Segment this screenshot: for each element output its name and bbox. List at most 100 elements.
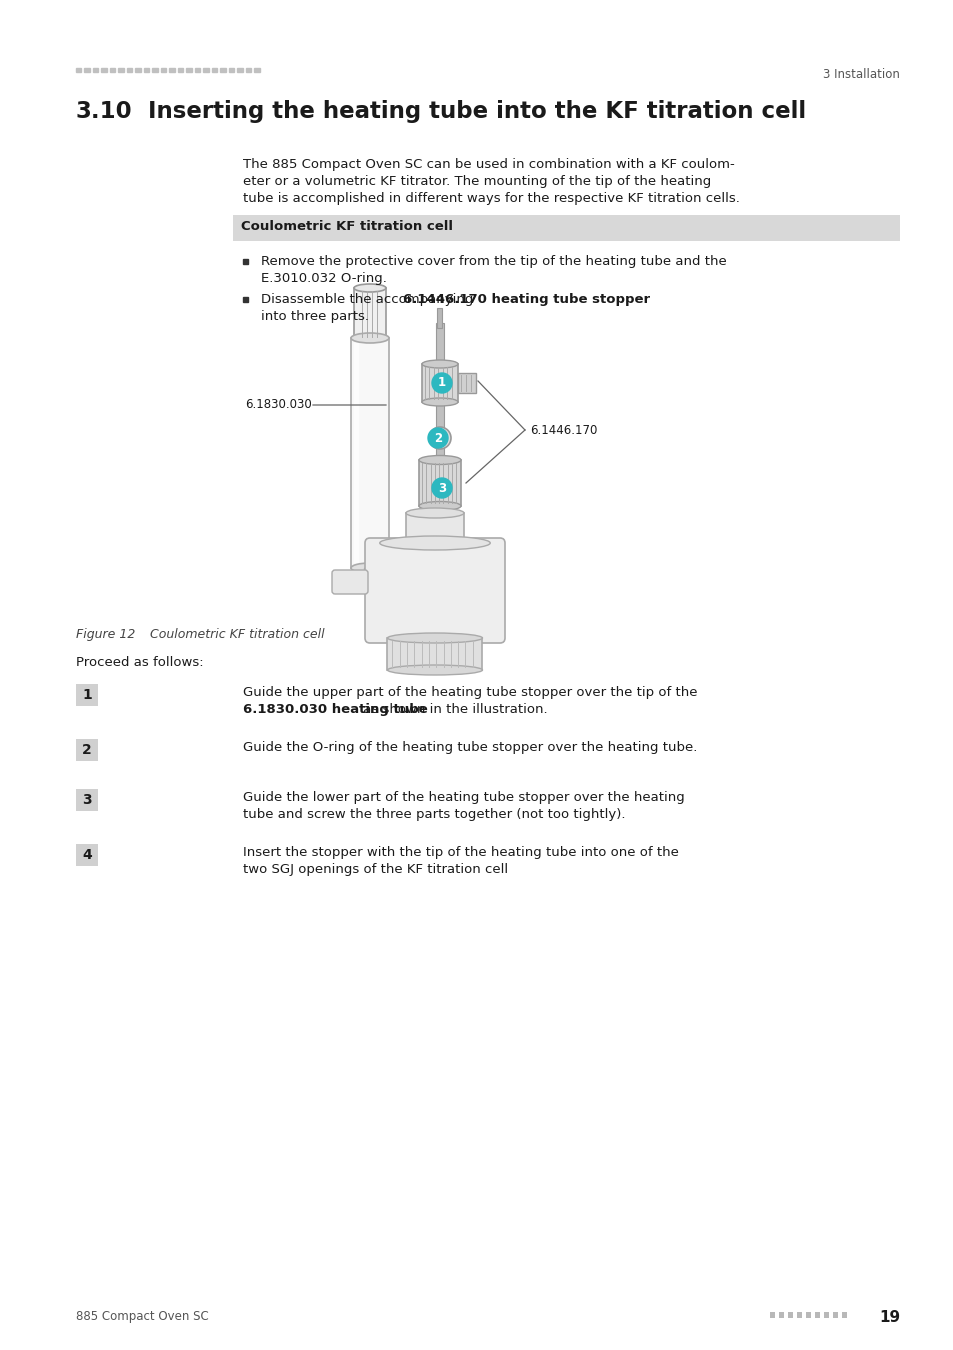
Bar [814,1312,820,1318]
Circle shape [428,428,448,448]
Text: Coulometric KF titration cell: Coulometric KF titration cell [130,628,324,641]
Bar [85,68,90,72]
Bar [237,68,243,72]
Bar [457,373,476,393]
Ellipse shape [387,666,482,675]
Bar [203,68,209,72]
Ellipse shape [406,508,463,518]
Text: 1: 1 [437,377,446,390]
Text: Guide the lower part of the heating tube stopper over the heating: Guide the lower part of the heating tube… [243,791,684,805]
Bar [805,1312,811,1318]
Bar [243,259,248,265]
Text: 2: 2 [434,432,441,444]
Bar [387,639,482,670]
Bar [212,68,217,72]
Text: E.3010.032 O-ring.: E.3010.032 O-ring. [261,271,387,285]
Text: 3: 3 [437,482,446,494]
Text: 19: 19 [878,1310,899,1324]
Text: 1: 1 [82,688,91,702]
Bar [229,68,234,72]
Bar [437,308,442,328]
FancyBboxPatch shape [332,570,368,594]
Text: 6.1446.170 heating tube stopper: 6.1446.170 heating tube stopper [402,293,649,306]
Bar [220,68,226,72]
Ellipse shape [421,398,457,406]
Bar [366,338,374,340]
Bar [406,513,463,543]
Bar [161,68,167,72]
Circle shape [432,373,452,393]
Bar [135,68,141,72]
Bar [351,338,389,568]
Ellipse shape [387,633,482,643]
Bar [769,1312,775,1318]
Text: Coulometric KF titration cell: Coulometric KF titration cell [241,220,453,234]
Bar [796,1312,801,1318]
Bar [178,68,183,72]
Text: 6.1446.170: 6.1446.170 [530,424,597,436]
Ellipse shape [351,563,389,572]
Bar [186,68,192,72]
Ellipse shape [379,536,490,549]
Bar [254,68,260,72]
Text: eter or a volumetric KF titrator. The mounting of the tip of the heating: eter or a volumetric KF titrator. The mo… [243,176,711,188]
Bar [76,684,98,706]
Text: Guide the O-ring of the heating tube stopper over the heating tube.: Guide the O-ring of the heating tube sto… [243,741,697,755]
Bar [787,1312,793,1318]
FancyBboxPatch shape [365,539,504,643]
Text: 2: 2 [82,743,91,757]
Bar [101,68,107,72]
Bar [76,844,98,865]
Circle shape [432,478,452,498]
Text: 4: 4 [82,848,91,863]
Bar [823,1312,828,1318]
Text: as shown in the illustration.: as shown in the illustration. [358,703,547,716]
Bar [841,1312,846,1318]
Ellipse shape [421,360,457,369]
Ellipse shape [351,333,389,343]
Ellipse shape [354,284,386,292]
Bar [127,68,132,72]
Text: The 885 Compact Oven SC can be used in combination with a KF coulom-: The 885 Compact Oven SC can be used in c… [243,158,734,171]
Text: into three parts.: into three parts. [261,310,369,323]
Text: 6.1830.030 heating tube: 6.1830.030 heating tube [243,703,427,716]
Text: Inserting the heating tube into the KF titration cell: Inserting the heating tube into the KF t… [148,100,805,123]
Bar [194,68,200,72]
Bar [152,68,158,72]
Text: Disassemble the accompanying: Disassemble the accompanying [261,293,477,306]
Text: Proceed as follows:: Proceed as follows: [76,656,203,670]
Bar [354,288,386,340]
Bar [170,68,174,72]
Ellipse shape [429,427,451,450]
Text: Remove the protective cover from the tip of the heating tube and the: Remove the protective cover from the tip… [261,255,726,269]
Text: 3 Installation: 3 Installation [822,68,899,81]
Text: Figure 12: Figure 12 [76,628,135,641]
Bar [779,1312,783,1318]
Bar [110,68,115,72]
Text: tube is accomplished in different ways for the respective KF titration cells.: tube is accomplished in different ways f… [243,192,740,205]
Ellipse shape [418,455,460,464]
Text: 3.10: 3.10 [76,100,132,123]
Bar [118,68,124,72]
Text: Insert the stopper with the tip of the heating tube into one of the: Insert the stopper with the tip of the h… [243,846,679,859]
Bar [421,364,457,402]
Bar [832,1312,838,1318]
Bar [144,68,150,72]
Bar [436,323,443,613]
Text: 3: 3 [82,792,91,807]
Bar [76,788,98,811]
Text: 885 Compact Oven SC: 885 Compact Oven SC [76,1310,209,1323]
Bar [233,215,899,242]
Bar [364,568,375,593]
Text: 6.1830.030: 6.1830.030 [245,398,312,412]
Bar [243,297,248,302]
Bar [418,460,460,506]
Bar [76,68,81,72]
Bar [92,68,98,72]
Text: Guide the upper part of the heating tube stopper over the tip of the: Guide the upper part of the heating tube… [243,686,697,699]
Bar [76,738,98,761]
Text: two SGJ openings of the KF titration cell: two SGJ openings of the KF titration cel… [243,863,508,876]
Ellipse shape [418,501,460,510]
Text: tube and screw the three parts together (not too tightly).: tube and screw the three parts together … [243,809,625,821]
Bar [354,343,358,563]
